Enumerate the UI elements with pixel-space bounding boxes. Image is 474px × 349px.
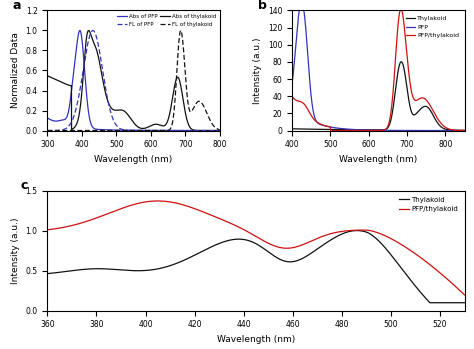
X-axis label: Wavelength (nm): Wavelength (nm) <box>339 155 418 164</box>
X-axis label: Wavelength (nm): Wavelength (nm) <box>94 155 173 164</box>
X-axis label: Wavelength (nm): Wavelength (nm) <box>217 335 295 344</box>
Text: a: a <box>13 0 21 12</box>
Text: b: b <box>258 0 266 12</box>
Y-axis label: Normalized Data: Normalized Data <box>11 32 20 109</box>
Text: c: c <box>20 179 27 192</box>
Legend: Abs of PFP, FL of PFP, Abs of thylakoid, FL of thylakoid: Abs of PFP, FL of PFP, Abs of thylakoid,… <box>116 13 217 28</box>
Y-axis label: Intensity (a.u.): Intensity (a.u.) <box>254 37 263 104</box>
Legend: Thylakoid, PFP, PFP/thylakoid: Thylakoid, PFP, PFP/thylakoid <box>403 14 461 41</box>
Legend: Thylakoid, PFP/thylakoid: Thylakoid, PFP/thylakoid <box>396 194 461 215</box>
Y-axis label: Intensity (a.u.): Intensity (a.u.) <box>11 217 20 284</box>
